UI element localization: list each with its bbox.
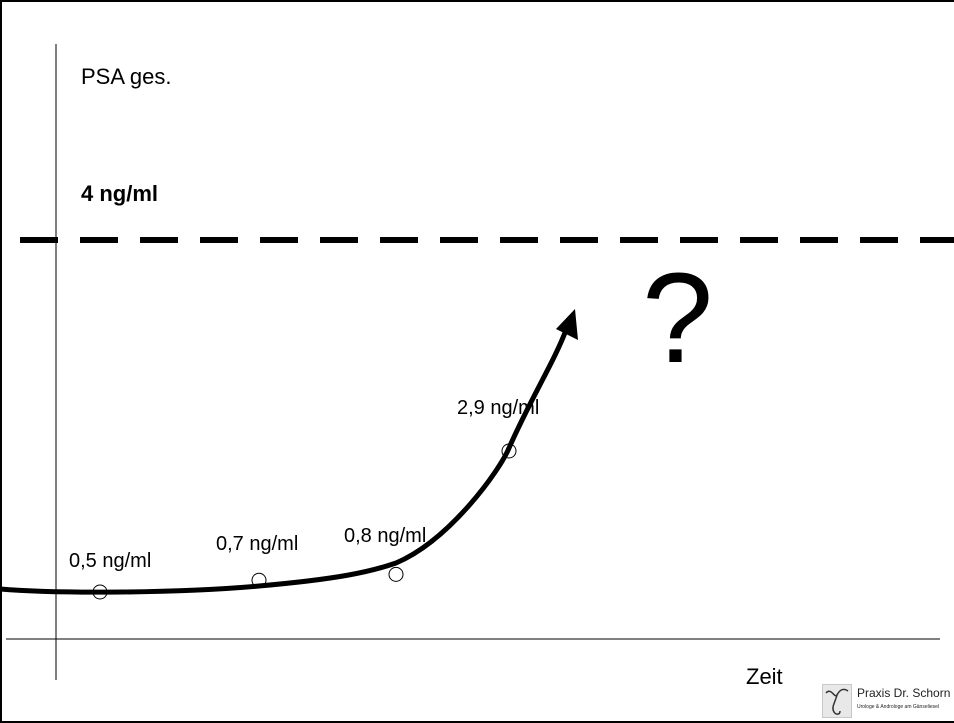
logo-subtitle: Urologe & Androloge am Gänseliesel — [857, 704, 939, 710]
point-label: 0,7 ng/ml — [216, 533, 299, 556]
logo-mark-icon — [822, 684, 852, 718]
data-point — [251, 572, 267, 588]
data-points — [92, 443, 517, 600]
point-label: 0,8 ng/ml — [344, 525, 427, 548]
y-axis-label: PSA ges. — [81, 64, 172, 89]
trend-arrowhead — [556, 309, 578, 340]
logo-brand: Praxis Dr. Schorn — [857, 686, 951, 700]
x-axis-label: Zeit — [746, 664, 783, 689]
data-point — [92, 584, 108, 600]
point-label: 0,5 ng/ml — [69, 550, 152, 572]
trend-curve — [0, 327, 569, 595]
practice-logo: Praxis Dr. Schorn Urologe & Androloge am… — [820, 684, 954, 720]
data-point — [501, 443, 517, 459]
threshold-label: 4 ng/ml — [81, 181, 159, 206]
data-point — [388, 566, 404, 582]
point-label: 2,9 ng/ml — [457, 397, 540, 419]
question-mark: ? — [642, 247, 714, 390]
